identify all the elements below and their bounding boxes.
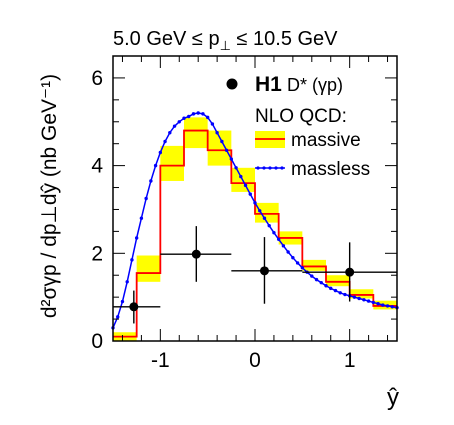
massless-point <box>329 286 333 291</box>
massless-point <box>310 274 314 278</box>
massless-point <box>125 280 129 284</box>
massless-point <box>352 295 357 299</box>
axis-tick-labels: -1 0 1 0 2 4 6 <box>91 67 355 372</box>
massless-point <box>338 291 342 295</box>
massless-point <box>149 179 153 183</box>
massless-point <box>172 124 177 128</box>
legend-massless-dot <box>280 166 284 170</box>
massless-point <box>163 139 167 144</box>
band-bin <box>302 259 326 271</box>
legend-theory-title: NLO QCD: <box>255 106 347 127</box>
band-bin <box>136 255 161 282</box>
massless-point <box>381 303 385 307</box>
band-bin <box>207 130 232 166</box>
h1-data-point <box>259 266 269 276</box>
y-axis-label: d²σγp / dp⊥dŷ (nb GeV⁻¹) <box>38 74 61 318</box>
massless-point <box>116 315 120 319</box>
legend: H1 D* (γp) NLO QCD: massive massless <box>226 73 370 180</box>
legend-massless-dot <box>262 166 266 170</box>
massless-point <box>385 304 390 308</box>
massless-point <box>153 163 158 168</box>
massless-point <box>177 120 181 124</box>
massless-point <box>234 166 238 170</box>
y-tick-label: 2 <box>91 242 103 265</box>
massless-point <box>187 114 191 119</box>
h1-data-point <box>191 249 201 259</box>
massless-point <box>362 298 366 302</box>
legend-h1-marker <box>226 78 238 90</box>
h1-data-point <box>345 267 355 277</box>
h1-data-points <box>113 226 397 324</box>
massless-point <box>196 111 200 115</box>
legend-massless-label: massless <box>291 159 370 180</box>
legend-massless-dot <box>256 166 260 170</box>
massless-point <box>300 266 305 270</box>
massless-point <box>201 112 205 116</box>
massless-point <box>366 299 371 303</box>
massless-point <box>267 223 271 228</box>
massless-point <box>120 299 125 304</box>
massless-point <box>262 216 267 220</box>
legend-h1-label: H1 <box>255 73 282 96</box>
band-bin <box>160 145 184 181</box>
massless-point <box>158 150 163 155</box>
chart-title: 5.0 GeV ≤ p⊥ ≤ 10.5 GeV <box>113 28 338 53</box>
massless-point <box>258 209 262 213</box>
massless-point <box>210 122 215 126</box>
band-bin <box>349 289 374 299</box>
legend-massless-dot <box>274 166 278 170</box>
massless-point <box>272 231 276 235</box>
massless-point <box>357 296 361 301</box>
x-tick-label: 0 <box>249 349 261 372</box>
massless-point <box>139 216 144 220</box>
massless-point <box>319 280 323 285</box>
x-axis-label: ŷ <box>387 384 399 411</box>
massless-point <box>314 277 319 282</box>
band-bin <box>255 202 279 223</box>
legend-massless-dot <box>268 166 272 170</box>
massless-point <box>286 250 290 254</box>
massless-point <box>168 131 172 135</box>
massless-point <box>224 148 229 152</box>
massless-point <box>333 288 338 293</box>
massless-point <box>248 192 252 196</box>
massless-point <box>220 139 224 144</box>
massless-point <box>144 196 148 201</box>
y-tick-label: 0 <box>91 330 103 353</box>
massless-point <box>371 300 376 305</box>
massless-point <box>191 112 196 116</box>
massless-point <box>243 183 248 188</box>
massless-point <box>215 131 219 135</box>
massless-point <box>182 116 186 120</box>
h1-data-point <box>129 302 139 312</box>
massless-point <box>205 115 210 120</box>
band-bin <box>326 275 350 287</box>
legend-massive-label: massive <box>291 130 361 151</box>
massless-point <box>253 201 257 205</box>
x-tick-label: -1 <box>151 349 170 372</box>
y-tick-label: 6 <box>91 67 103 90</box>
y-tick-label: 4 <box>91 155 103 178</box>
massless-point <box>229 157 234 161</box>
massless-point <box>343 292 347 297</box>
x-tick-label: 1 <box>344 349 356 372</box>
massless-point <box>134 236 139 240</box>
massless-point <box>295 261 300 265</box>
massless-point <box>376 302 380 306</box>
massless-point <box>130 258 134 262</box>
massless-point <box>324 284 328 288</box>
massless-point <box>239 174 243 179</box>
massless-point <box>291 255 295 260</box>
legend-process-label: D* (γp) <box>287 75 343 95</box>
axis-ticks <box>113 55 397 341</box>
band-bin <box>184 117 208 149</box>
massless-point <box>276 237 281 241</box>
massless-point <box>281 244 286 248</box>
massless-point <box>390 305 394 309</box>
